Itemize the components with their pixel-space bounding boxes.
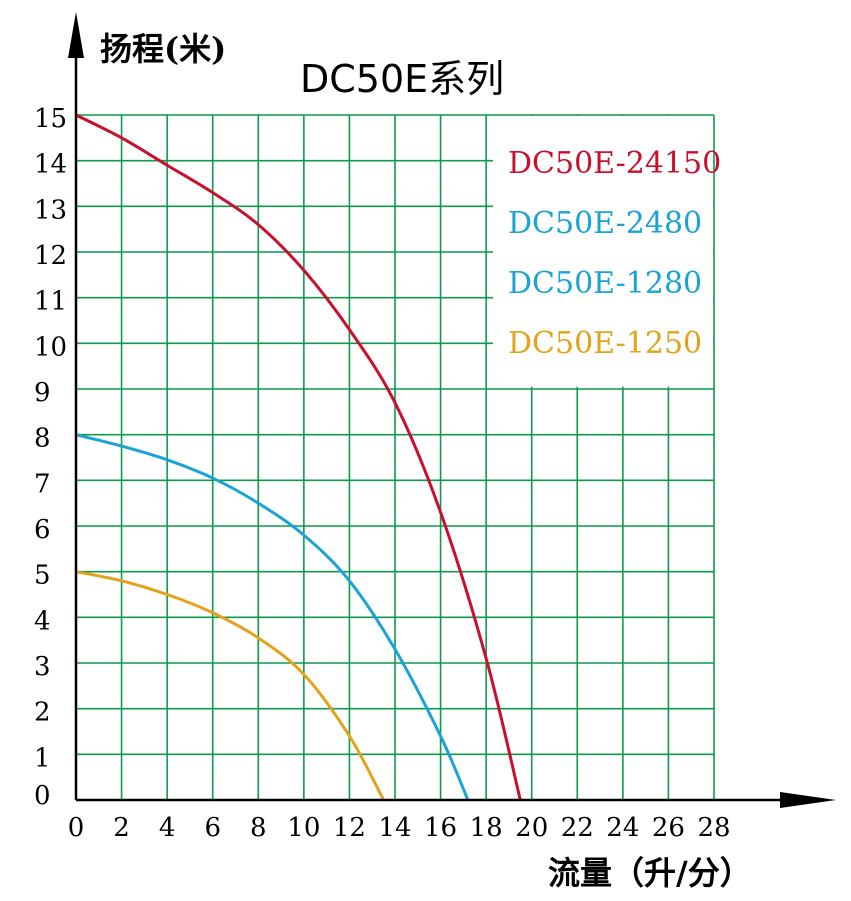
y-tick-label: 3 (34, 652, 51, 682)
x-tick-label: 4 (159, 813, 176, 843)
y-tick-label: 8 (34, 424, 51, 454)
series-line-DC50E-24150 (75, 113, 522, 801)
y-tick-label: 11 (34, 287, 67, 317)
y-tick-label: 10 (34, 332, 67, 362)
legend: DC50E-24150 DC50E-2480 DC50E-1280 DC50E-125… (508, 146, 721, 361)
legend-entry: DC50E-1250 (508, 326, 702, 361)
y-tick-label: 15 (34, 104, 67, 134)
y-tick-label: 9 (34, 378, 51, 408)
y-axis-arrow-icon (68, 12, 84, 58)
y-tick-label: 0 (34, 781, 51, 811)
x-tick-label: 2 (113, 813, 130, 843)
x-tick-label: 0 (68, 813, 85, 843)
chart-title: DC50E系列 (300, 57, 504, 101)
x-tick-label: 24 (606, 813, 639, 843)
x-tick-label: 8 (250, 813, 267, 843)
y-tick-label: 5 (34, 561, 51, 591)
x-tick-label: 28 (697, 813, 730, 843)
y-tick-label: 4 (34, 606, 51, 636)
x-tick-label: 18 (470, 813, 503, 843)
y-tick-label: 2 (34, 698, 51, 728)
axes (68, 12, 836, 808)
x-tick-label: 22 (561, 813, 594, 843)
legend-entry: DC50E-24150 (508, 146, 721, 181)
legend-entry: DC50E-1280 (508, 266, 702, 301)
y-tick-label: 12 (34, 241, 67, 271)
x-tick-label: 12 (333, 813, 366, 843)
grid-horizontal-lines (76, 114, 714, 756)
y-tick-label: 6 (34, 515, 51, 545)
y-tick-label: 1 (34, 743, 51, 773)
x-tick-label: 16 (424, 813, 457, 843)
legend-entry: DC50E-2480 (508, 206, 702, 241)
x-tick-labels: 0 2 4 6 8 10 12 14 16 18 20 22 24 26 28 (68, 813, 731, 843)
y-tick-label: 13 (34, 195, 67, 225)
x-axis-arrow-icon (780, 792, 836, 808)
series-layer (75, 113, 522, 801)
x-tick-label: 14 (378, 813, 411, 843)
x-tick-label: 20 (515, 813, 548, 843)
y-axis-title: 扬程(米) (100, 30, 226, 68)
series-line-DC50E-2480 (75, 433, 470, 801)
x-tick-label: 26 (652, 813, 685, 843)
y-tick-label: 14 (34, 150, 67, 180)
x-axis-title: 流量（升/分） (548, 854, 752, 892)
y-tick-label: 7 (34, 469, 51, 499)
legend-background (492, 116, 713, 387)
x-tick-label: 6 (204, 813, 221, 843)
series-line-DC50E-1250 (75, 570, 385, 801)
x-tick-label: 10 (287, 813, 320, 843)
